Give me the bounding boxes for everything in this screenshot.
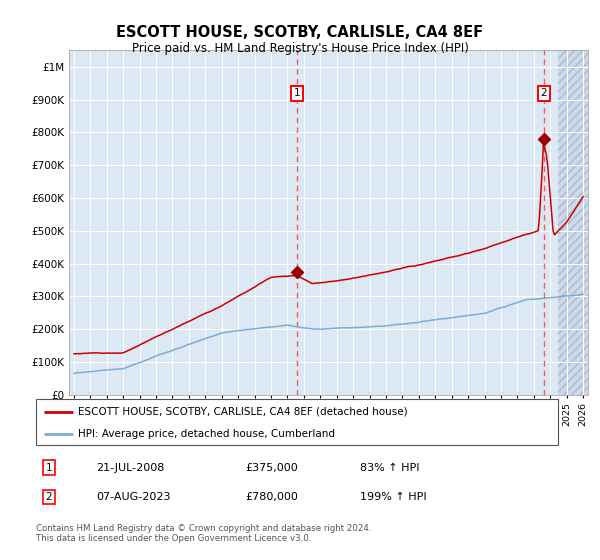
Text: 1: 1 (46, 463, 52, 473)
Text: 2: 2 (46, 492, 52, 502)
Text: 07-AUG-2023: 07-AUG-2023 (96, 492, 170, 502)
Text: 83% ↑ HPI: 83% ↑ HPI (359, 463, 419, 473)
Text: 1: 1 (293, 88, 300, 99)
Text: ESCOTT HOUSE, SCOTBY, CARLISLE, CA4 8EF (detached house): ESCOTT HOUSE, SCOTBY, CARLISLE, CA4 8EF … (78, 407, 407, 417)
Text: Contains HM Land Registry data © Crown copyright and database right 2024.
This d: Contains HM Land Registry data © Crown c… (36, 524, 371, 543)
Bar (69, 50, 559, 395)
Text: 21-JUL-2008: 21-JUL-2008 (96, 463, 164, 473)
Text: 2: 2 (541, 88, 547, 99)
FancyBboxPatch shape (36, 399, 558, 445)
Text: ESCOTT HOUSE, SCOTBY, CARLISLE, CA4 8EF: ESCOTT HOUSE, SCOTBY, CARLISLE, CA4 8EF (116, 25, 484, 40)
Text: HPI: Average price, detached house, Cumberland: HPI: Average price, detached house, Cumb… (78, 429, 335, 438)
Text: Price paid vs. HM Land Registry's House Price Index (HPI): Price paid vs. HM Land Registry's House … (131, 42, 469, 55)
Bar (559, 50, 588, 395)
Text: £780,000: £780,000 (245, 492, 298, 502)
Text: 199% ↑ HPI: 199% ↑ HPI (359, 492, 426, 502)
Text: £375,000: £375,000 (245, 463, 298, 473)
